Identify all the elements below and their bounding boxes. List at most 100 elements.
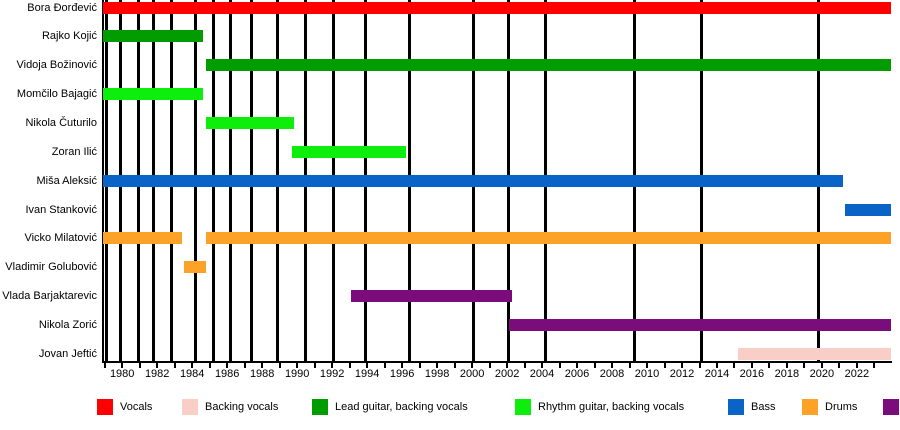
legend-swatch bbox=[728, 399, 744, 415]
x-tick bbox=[331, 363, 334, 368]
x-tick bbox=[663, 363, 666, 368]
x-tick-label: 1988 bbox=[249, 368, 275, 380]
x-tick-label: 2016 bbox=[739, 368, 765, 380]
legend-swatch bbox=[802, 399, 818, 415]
member-tenure-bar bbox=[103, 174, 843, 187]
x-tick bbox=[576, 363, 578, 368]
x-tick bbox=[418, 363, 421, 368]
x-tick bbox=[681, 363, 683, 368]
x-tick-label: 2002 bbox=[494, 368, 520, 380]
x-tick-label: 2018 bbox=[774, 368, 800, 380]
member-tenure-bar bbox=[844, 203, 891, 216]
x-tick bbox=[523, 363, 526, 368]
x-tick-label: 1986 bbox=[214, 368, 240, 380]
legend-label: Drums bbox=[825, 401, 858, 413]
x-tick bbox=[208, 363, 211, 368]
member-tenure-bar bbox=[508, 318, 891, 331]
x-tick bbox=[121, 363, 124, 368]
x-tick bbox=[471, 363, 474, 368]
x-tick bbox=[226, 363, 229, 368]
legend-swatch bbox=[182, 399, 198, 415]
x-tick bbox=[768, 363, 771, 368]
x-tick-label: 2008 bbox=[599, 368, 625, 380]
member-label: Rajko Kojić bbox=[41, 30, 97, 43]
member-tenure-bar bbox=[291, 145, 406, 158]
x-tick bbox=[506, 363, 509, 368]
x-tick bbox=[628, 363, 631, 368]
x-tick bbox=[558, 363, 561, 368]
legend-label: Bass bbox=[751, 401, 776, 413]
member-label: Vladimir Golubović bbox=[5, 261, 97, 274]
legend-label: Vocals bbox=[120, 401, 153, 413]
x-tick bbox=[191, 363, 194, 368]
x-tick bbox=[296, 363, 299, 368]
x-tick-label: 1982 bbox=[144, 368, 170, 380]
member-tenure-bar bbox=[206, 116, 294, 129]
x-tick bbox=[348, 363, 351, 368]
member-tenure-bar bbox=[737, 347, 891, 360]
x-tick bbox=[453, 363, 456, 368]
x-tick bbox=[541, 363, 543, 368]
x-tick-label: 1996 bbox=[389, 368, 415, 380]
x-tick-label: 1992 bbox=[319, 368, 345, 380]
x-tick bbox=[820, 363, 823, 368]
x-tick-label: 2006 bbox=[564, 368, 590, 380]
legend-swatch bbox=[97, 399, 113, 415]
x-tick bbox=[156, 363, 159, 368]
member-label: Vicko Milatović bbox=[24, 232, 97, 245]
member-label: Nikola Čuturilo bbox=[25, 116, 97, 129]
x-axis-line bbox=[102, 361, 892, 363]
x-tick bbox=[313, 363, 316, 368]
member-tenure-bar bbox=[103, 30, 203, 43]
member-label: Miša Aleksić bbox=[36, 174, 97, 187]
x-tick bbox=[366, 363, 369, 368]
x-tick bbox=[855, 363, 858, 368]
member-label: Zoran Ilić bbox=[51, 145, 97, 158]
x-tick-label: 2014 bbox=[704, 368, 730, 380]
x-tick bbox=[436, 363, 439, 368]
member-tenure-bar bbox=[206, 232, 891, 245]
legend-label: Rhythm guitar, backing vocals bbox=[538, 401, 685, 413]
legend-swatch bbox=[515, 399, 531, 415]
x-tick bbox=[243, 363, 246, 368]
x-tick bbox=[173, 363, 176, 368]
x-tick-label: 1998 bbox=[424, 368, 450, 380]
x-tick bbox=[785, 363, 788, 368]
legend-label: Backing vocals bbox=[205, 401, 279, 413]
member-tenure-bar bbox=[351, 290, 513, 302]
x-tick-label: 1990 bbox=[284, 368, 310, 380]
x-tick bbox=[873, 363, 876, 368]
member-tenure-bar bbox=[206, 59, 891, 72]
member-label: Ivan Stanković bbox=[25, 203, 97, 216]
x-tick bbox=[261, 363, 264, 368]
x-tick-label: 1994 bbox=[354, 368, 380, 380]
x-tick-label: 2004 bbox=[529, 368, 555, 380]
x-tick bbox=[138, 363, 141, 368]
x-tick bbox=[611, 363, 613, 368]
x-tick-label: 2022 bbox=[844, 368, 870, 380]
member-tenure-bar bbox=[183, 261, 207, 274]
x-tick bbox=[383, 363, 386, 368]
x-tick bbox=[698, 363, 701, 368]
member-tenure-bar bbox=[103, 1, 891, 14]
member-label: Nikola Zorić bbox=[38, 318, 97, 331]
legend-swatch bbox=[312, 399, 328, 415]
member-label: Momčilo Bajagić bbox=[16, 88, 97, 101]
x-tick bbox=[103, 363, 106, 368]
member-tenure-bar bbox=[103, 232, 182, 245]
x-tick bbox=[750, 363, 753, 368]
legend-label: Lead guitar, backing vocals bbox=[335, 401, 468, 413]
x-tick-label: 2010 bbox=[634, 368, 660, 380]
x-tick-label: 2020 bbox=[809, 368, 835, 380]
x-tick bbox=[593, 363, 596, 368]
member-tenure-bar bbox=[103, 88, 203, 101]
x-tick-label: 2000 bbox=[459, 368, 485, 380]
member-label: Vlada Barjaktarevic bbox=[2, 290, 97, 302]
x-tick bbox=[733, 363, 736, 368]
x-tick bbox=[838, 363, 841, 368]
x-tick bbox=[278, 363, 281, 368]
x-tick bbox=[488, 363, 491, 368]
x-tick bbox=[716, 363, 718, 368]
legend-swatch bbox=[883, 399, 899, 415]
